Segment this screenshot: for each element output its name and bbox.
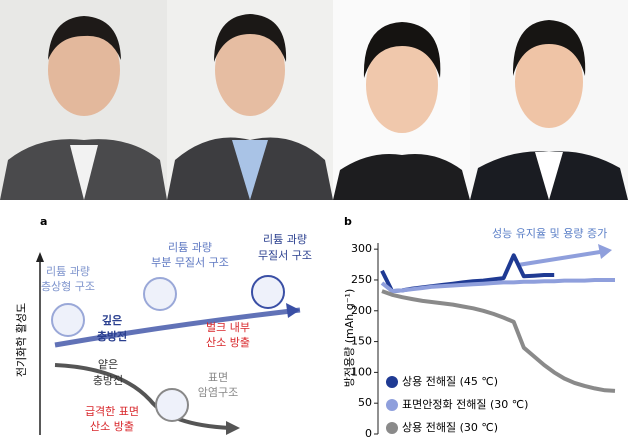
photo — [215, 24, 285, 116]
effect-label: 산소 방출 — [90, 420, 134, 433]
y-tick-label: 100 — [351, 365, 372, 378]
effect-label: 암염구조 — [198, 386, 238, 399]
photo — [70, 145, 98, 200]
legend-marker — [386, 399, 398, 411]
structure-icon — [51, 303, 85, 337]
arrow — [226, 421, 240, 435]
shallow-cycle-curve — [54, 363, 231, 430]
legend-marker — [386, 376, 398, 388]
structure-label: 무질서 구조 — [258, 249, 312, 262]
y-tick-label: 200 — [351, 304, 372, 317]
annotation: 성능 유지율 및 용량 증가 — [492, 227, 607, 240]
legend-label: 표면안정화 전해질 (30 ℃) — [402, 397, 528, 411]
structure-icon — [143, 277, 177, 311]
photo — [232, 140, 268, 200]
photo — [214, 14, 287, 62]
annotation-arrow — [517, 250, 601, 267]
legend-label: 상용 전해질 (30 ℃) — [402, 420, 498, 434]
arrow — [286, 303, 300, 318]
effect-label: 벌크 내부 — [206, 321, 250, 334]
effect-label: 급격한 표면 — [85, 405, 139, 418]
photo — [363, 22, 441, 78]
series-line — [380, 278, 615, 294]
axis-arrow — [36, 252, 44, 262]
structure-icon — [251, 275, 285, 309]
deep-cycle-curve — [54, 307, 301, 348]
process-label: 깊은 — [102, 313, 122, 327]
y-tick-label: 300 — [351, 242, 372, 255]
process-label: 충방전 — [97, 329, 127, 343]
annotation-arrow — [598, 244, 612, 259]
portrait-photos — [0, 0, 628, 200]
legend-label: 상용 전해질 (45 ℃) — [402, 374, 498, 388]
photo — [535, 152, 563, 200]
process-label: 충방전 — [93, 374, 123, 387]
legend-marker — [386, 422, 398, 434]
y-tick-label: 150 — [351, 335, 372, 348]
effect-label: 표면 — [208, 371, 228, 384]
structure-label: 리튬 과량 — [46, 265, 90, 278]
structure-label: 리튬 과량 — [263, 233, 307, 246]
panel-label: a — [40, 215, 47, 228]
diagram-a: a 전기화학 활성도 리튬 과량 층상형 구조 리튬 과량 부분 무질서 구조 … — [14, 215, 312, 435]
panel-label: b — [344, 215, 352, 228]
series-line — [381, 289, 616, 393]
photo — [512, 20, 586, 76]
structure-label: 리튬 과량 — [168, 241, 212, 254]
photo — [366, 37, 438, 133]
y-axis-label: 전기화학 활성도 — [14, 303, 28, 377]
structure-label: 부분 무질서 구조 — [151, 256, 229, 269]
photo — [333, 154, 470, 200]
y-tick-label: 250 — [351, 273, 372, 286]
y-tick-label: 50 — [358, 396, 372, 409]
structure-label: 층상형 구조 — [41, 280, 95, 293]
photo — [515, 36, 583, 128]
photo — [48, 24, 120, 116]
y-tick-label: 0 — [365, 427, 372, 439]
photo — [48, 16, 121, 60]
effect-label: 산소 방출 — [206, 336, 250, 349]
y-axis-label: 방전용량 (mAh g⁻¹) — [343, 289, 356, 387]
structure-icon — [155, 388, 189, 422]
chart-b: b 방전용량 (mAh g⁻¹) 성능 유지율 및 용량 증가 0 50 100 15… — [343, 215, 616, 439]
process-label: 얕은 — [98, 358, 118, 371]
